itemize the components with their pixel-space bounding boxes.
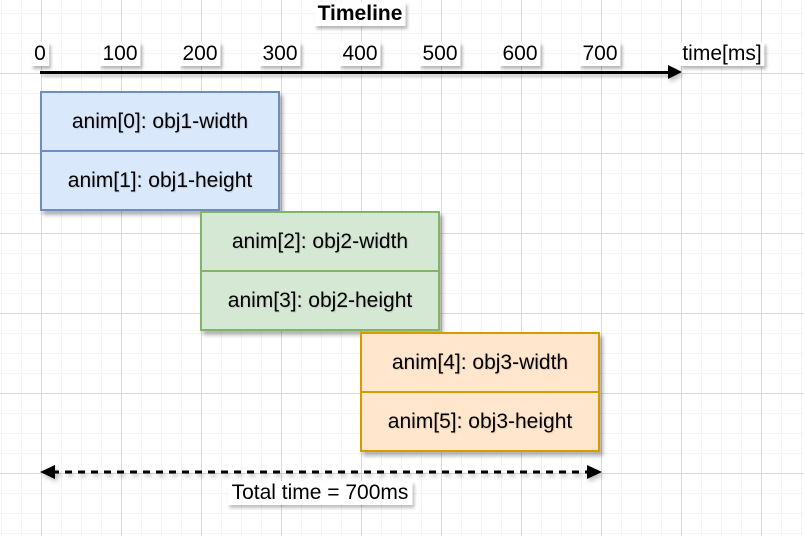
total-time-text: Total time = 700ms <box>227 481 413 505</box>
bar-anim5-obj3-height: anim[5]: obj3-height <box>362 391 598 450</box>
bar-anim3-obj2-height: anim[3]: obj2-height <box>202 270 438 329</box>
anim-group-obj3: anim[4]: obj3-width anim[5]: obj3-height <box>360 332 600 452</box>
axis-tick-200: 200 <box>179 42 221 66</box>
total-time-label: Total time = 700ms <box>225 481 416 505</box>
bar-anim0-obj1-width: anim[0]: obj1-width <box>71 109 249 133</box>
time-axis-line <box>40 71 670 74</box>
axis-tick-400: 400 <box>339 42 381 66</box>
axis-tick-300: 300 <box>259 42 301 66</box>
bar-anim1-obj1-height: anim[1]: obj1-height <box>42 150 278 209</box>
anim-group-obj2: anim[2]: obj2-width anim[3]: obj2-height <box>200 211 440 331</box>
diagram-title: Timeline <box>314 2 406 26</box>
axis-tick-100: 100 <box>99 42 141 66</box>
anim-group-obj1: anim[0]: obj1-width anim[1]: obj1-height <box>40 91 280 211</box>
axis-tick-0: 0 <box>31 42 49 66</box>
bar-anim4-obj3-width: anim[4]: obj3-width <box>391 350 569 374</box>
axis-tick-600: 600 <box>499 42 541 66</box>
axis-unit-label: time[ms] <box>679 42 765 66</box>
time-axis-arrowhead-icon <box>668 65 682 79</box>
axis-tick-500: 500 <box>419 42 461 66</box>
axis-tick-700: 700 <box>579 42 621 66</box>
bar-anim2-obj2-width: anim[2]: obj2-width <box>231 229 409 253</box>
total-time-arrow <box>40 465 602 479</box>
